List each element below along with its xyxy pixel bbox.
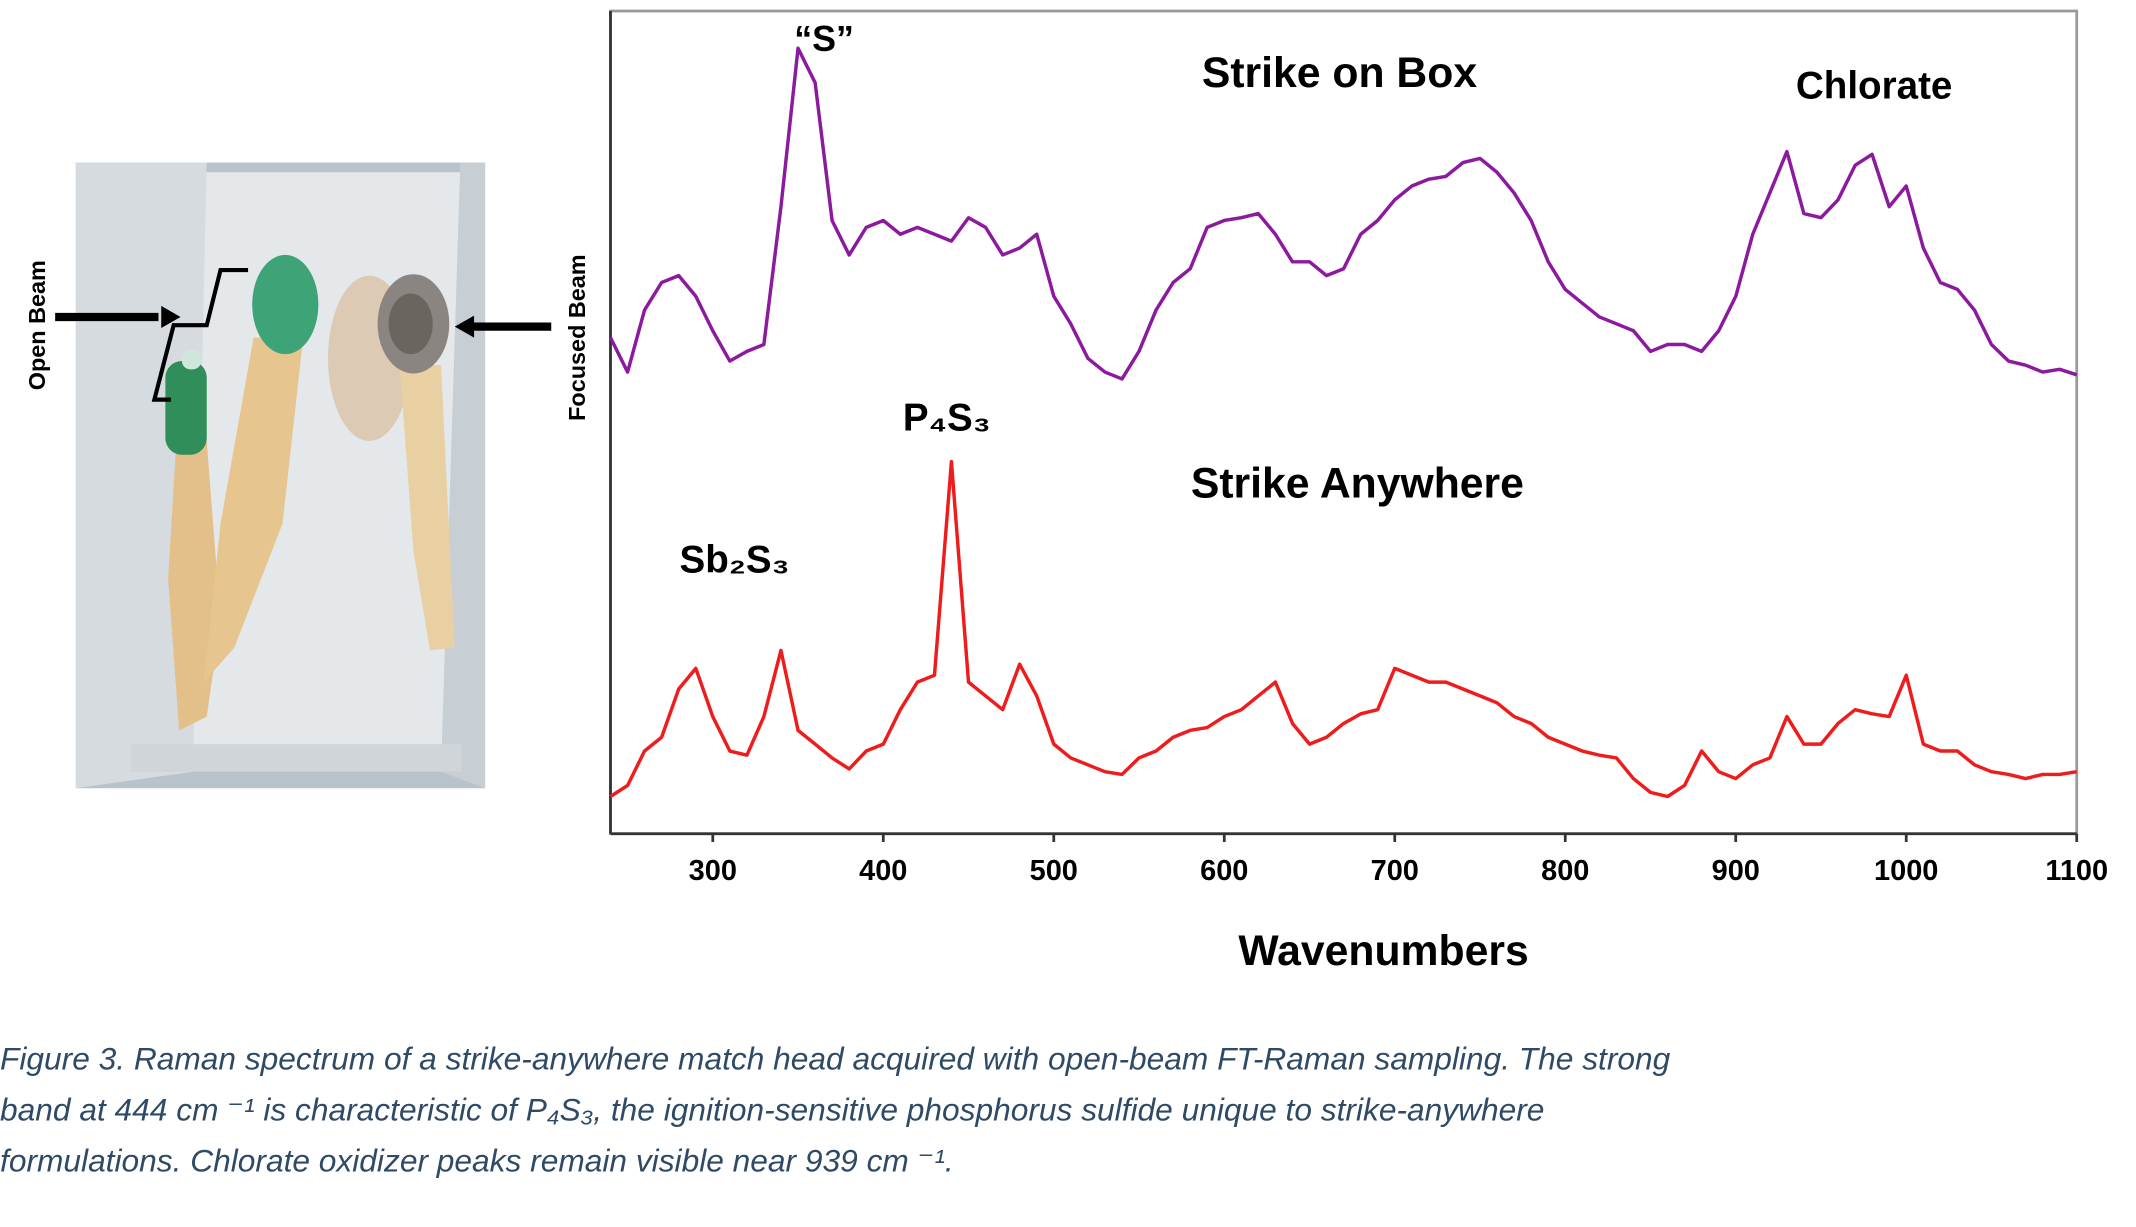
spectrum-line [608, 46, 2078, 381]
caption-line: formulations. Chlorate oxidizer peaks re… [0, 1142, 954, 1178]
x-tick-label: 600 [1200, 855, 1248, 887]
x-tick-label: 900 [1712, 855, 1760, 887]
annotation: Chlorate [1796, 64, 1952, 107]
caption-line: band at 444 cm ⁻¹ is characteristic of P… [0, 1091, 1544, 1127]
y-axis-label: Focused Beam [564, 254, 590, 420]
x-tick-label: 700 [1371, 855, 1419, 887]
x-tick-label: 400 [859, 855, 907, 887]
x-tick-label: 300 [689, 855, 737, 887]
caption-line: Figure 3. Raman spectrum of a strike-any… [0, 1040, 1671, 1076]
x-tick-label: 500 [1030, 855, 1078, 887]
photo-label: Open Beam [24, 260, 50, 390]
annotation: Strike on Box [1202, 49, 1478, 97]
spectrum-line [609, 459, 2077, 799]
x-tick-label: 1000 [1874, 855, 1938, 887]
x-axis-label: Wavenumbers [1238, 927, 1528, 975]
x-tick-label: 800 [1541, 855, 1589, 887]
x-tick-label: 1100 [2045, 855, 2108, 887]
annotation: Strike Anywhere [1191, 460, 1524, 508]
annotation: Sb₂S₃ [680, 538, 790, 581]
photo [55, 162, 552, 789]
annotation: “S” [794, 19, 854, 59]
annotation: P₄S₃ [903, 396, 991, 439]
